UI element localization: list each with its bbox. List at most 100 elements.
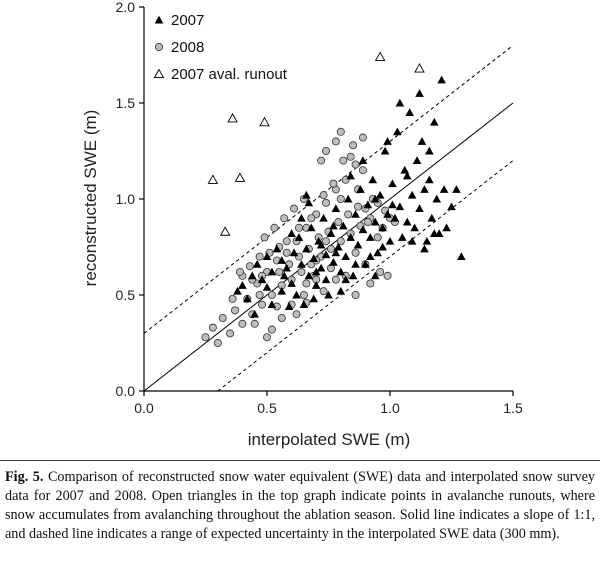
point-2007 xyxy=(383,137,392,145)
point-2008 xyxy=(322,237,331,246)
point-2007 xyxy=(447,202,456,211)
point-2007 xyxy=(316,240,326,249)
point-2008 xyxy=(302,279,311,288)
point-2007 xyxy=(292,290,301,299)
caption-label: Fig. 5. xyxy=(5,469,44,485)
point-2008 xyxy=(258,300,267,309)
point-2007 xyxy=(319,213,328,222)
point-2007 xyxy=(378,242,387,251)
point-2008 xyxy=(255,290,264,299)
point-2008 xyxy=(292,310,301,319)
point-2007 xyxy=(341,252,351,261)
point-2008 xyxy=(270,223,279,232)
point-2007 xyxy=(432,194,442,203)
point-2007 xyxy=(429,229,439,237)
point-2008 xyxy=(201,333,210,342)
y-tick-label: 0.5 xyxy=(116,287,136,303)
x-tick-label: 1.0 xyxy=(380,400,400,416)
point-2007 xyxy=(358,156,368,165)
point-2008 xyxy=(376,267,385,276)
uncertainty-dashed-line xyxy=(143,45,514,334)
point-2008 xyxy=(238,319,247,328)
point-2008 xyxy=(250,319,259,328)
point-2007 xyxy=(407,236,417,245)
point-2007 xyxy=(262,283,272,291)
point-2008 xyxy=(228,294,237,303)
point-2007 xyxy=(378,223,387,232)
point-2007 xyxy=(370,217,380,226)
point-2007 xyxy=(457,252,466,261)
figure-caption: Fig. 5. Comparison of reconstructed snow… xyxy=(5,468,595,544)
x-tick-label: 1.5 xyxy=(503,400,523,416)
point-2007 xyxy=(304,198,314,207)
point-2007 xyxy=(439,185,449,193)
point-2007 xyxy=(297,259,306,268)
point-2008 xyxy=(351,248,360,257)
point-2008 xyxy=(319,287,328,296)
point-2007 xyxy=(321,275,331,284)
point-2008 xyxy=(294,223,303,232)
point-2008 xyxy=(267,325,276,334)
point-2008 xyxy=(299,290,308,299)
point-2007 xyxy=(385,236,395,245)
point-2007 xyxy=(341,275,351,284)
point-2008 xyxy=(358,166,367,175)
point-2007 xyxy=(331,248,341,257)
y-axis-label: reconstructed SWE (m) xyxy=(81,110,100,287)
point-2007 xyxy=(361,259,370,268)
point-2007 xyxy=(402,171,412,180)
point-2007-aval-runout xyxy=(207,174,219,184)
legend-marker-2 xyxy=(154,43,163,52)
point-2008 xyxy=(326,244,335,253)
point-2007 xyxy=(338,221,348,230)
point-2007 xyxy=(420,244,429,253)
point-2007 xyxy=(309,294,319,303)
point-2008 xyxy=(322,146,331,155)
point-2007-aval-runout xyxy=(227,112,238,123)
point-2008 xyxy=(297,267,306,276)
point-2008 xyxy=(331,275,340,284)
point-2008 xyxy=(208,323,217,332)
caption-divider xyxy=(0,460,600,461)
point-2007 xyxy=(297,213,306,222)
point-2008 xyxy=(329,179,338,188)
reference-lines xyxy=(143,45,514,392)
point-2007 xyxy=(380,146,390,155)
scatter-figure: 0.0 0.5 1.0 1.5 0.0 0.5 1.0 1.5 2.0 interpolated… xyxy=(81,0,523,449)
point-2007 xyxy=(247,271,257,280)
point-2008 xyxy=(282,248,291,257)
point-2007-aval-runout xyxy=(234,172,246,182)
point-2007 xyxy=(326,229,336,237)
point-2008 xyxy=(245,262,254,271)
point-2008 xyxy=(363,218,372,227)
point-2008 xyxy=(336,127,345,136)
point-2007 xyxy=(395,202,405,211)
point-2007-aval-runout xyxy=(414,63,425,73)
point-2008 xyxy=(334,218,343,227)
point-2007 xyxy=(262,252,272,261)
point-2008 xyxy=(290,204,299,213)
point-2007 xyxy=(302,244,311,253)
point-2007 xyxy=(398,233,407,241)
point-2007 xyxy=(388,200,397,209)
point-2007 xyxy=(400,165,410,174)
point-2007-aval-runout xyxy=(374,51,386,61)
point-2007 xyxy=(346,233,355,241)
point-2008 xyxy=(344,210,353,219)
point-2008 xyxy=(339,156,348,165)
point-2007 xyxy=(299,300,309,309)
data-points xyxy=(201,51,466,347)
point-2008 xyxy=(226,329,235,338)
point-2008 xyxy=(231,306,240,315)
point-2007 xyxy=(336,286,346,295)
point-2008 xyxy=(255,252,264,261)
point-2008 xyxy=(267,290,276,299)
point-2007 xyxy=(306,223,316,232)
point-2008 xyxy=(373,233,382,242)
point-2008 xyxy=(349,141,358,150)
y-tick-label: 1.5 xyxy=(116,95,136,111)
point-2007 xyxy=(311,281,321,289)
point-2007 xyxy=(329,258,338,266)
point-2007 xyxy=(373,248,382,257)
y-tick-label: 1.0 xyxy=(116,191,136,207)
